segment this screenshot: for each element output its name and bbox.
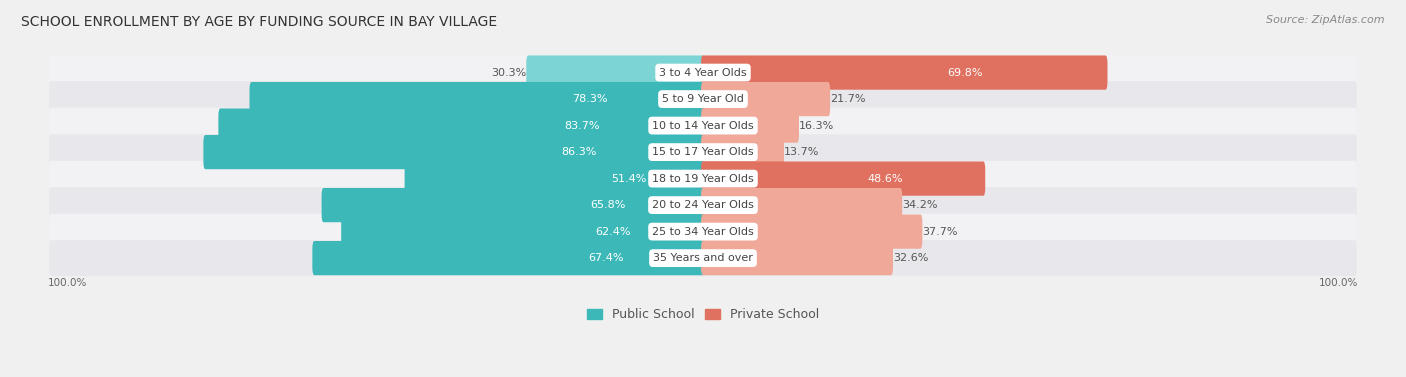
Text: 18 to 19 Year Olds: 18 to 19 Year Olds xyxy=(652,173,754,184)
Text: 65.8%: 65.8% xyxy=(591,200,626,210)
Text: 78.3%: 78.3% xyxy=(572,94,607,104)
Text: 100.0%: 100.0% xyxy=(1319,278,1358,288)
Text: 3 to 4 Year Olds: 3 to 4 Year Olds xyxy=(659,67,747,78)
Legend: Public School, Private School: Public School, Private School xyxy=(588,308,818,321)
Text: 10 to 14 Year Olds: 10 to 14 Year Olds xyxy=(652,121,754,130)
Text: 20 to 24 Year Olds: 20 to 24 Year Olds xyxy=(652,200,754,210)
FancyBboxPatch shape xyxy=(49,240,1357,276)
Text: 32.6%: 32.6% xyxy=(893,253,928,263)
Text: 21.7%: 21.7% xyxy=(830,94,866,104)
FancyBboxPatch shape xyxy=(702,82,830,116)
Text: 30.3%: 30.3% xyxy=(491,67,526,78)
Text: 69.8%: 69.8% xyxy=(946,67,983,78)
FancyBboxPatch shape xyxy=(49,108,1357,144)
FancyBboxPatch shape xyxy=(49,134,1357,170)
Text: 16.3%: 16.3% xyxy=(799,121,834,130)
FancyBboxPatch shape xyxy=(702,161,986,196)
FancyBboxPatch shape xyxy=(204,135,704,169)
Text: 25 to 34 Year Olds: 25 to 34 Year Olds xyxy=(652,227,754,237)
Text: 100.0%: 100.0% xyxy=(48,278,87,288)
FancyBboxPatch shape xyxy=(312,241,704,275)
Text: 86.3%: 86.3% xyxy=(561,147,596,157)
FancyBboxPatch shape xyxy=(49,161,1357,196)
Text: Source: ZipAtlas.com: Source: ZipAtlas.com xyxy=(1267,15,1385,25)
Text: 51.4%: 51.4% xyxy=(612,173,647,184)
Text: 48.6%: 48.6% xyxy=(868,173,903,184)
Text: 34.2%: 34.2% xyxy=(903,200,938,210)
FancyBboxPatch shape xyxy=(342,215,704,249)
FancyBboxPatch shape xyxy=(249,82,704,116)
Text: 62.4%: 62.4% xyxy=(595,227,631,237)
Text: 67.4%: 67.4% xyxy=(588,253,624,263)
Text: 13.7%: 13.7% xyxy=(785,147,820,157)
FancyBboxPatch shape xyxy=(702,188,903,222)
FancyBboxPatch shape xyxy=(702,241,893,275)
FancyBboxPatch shape xyxy=(218,109,704,143)
FancyBboxPatch shape xyxy=(322,188,704,222)
FancyBboxPatch shape xyxy=(49,55,1357,90)
FancyBboxPatch shape xyxy=(49,81,1357,117)
FancyBboxPatch shape xyxy=(702,215,922,249)
Text: 5 to 9 Year Old: 5 to 9 Year Old xyxy=(662,94,744,104)
Text: 83.7%: 83.7% xyxy=(565,121,600,130)
FancyBboxPatch shape xyxy=(702,55,1108,90)
FancyBboxPatch shape xyxy=(405,161,704,196)
Text: 15 to 17 Year Olds: 15 to 17 Year Olds xyxy=(652,147,754,157)
FancyBboxPatch shape xyxy=(526,55,704,90)
FancyBboxPatch shape xyxy=(702,109,799,143)
FancyBboxPatch shape xyxy=(49,187,1357,223)
Text: SCHOOL ENROLLMENT BY AGE BY FUNDING SOURCE IN BAY VILLAGE: SCHOOL ENROLLMENT BY AGE BY FUNDING SOUR… xyxy=(21,15,498,29)
Text: 37.7%: 37.7% xyxy=(922,227,957,237)
FancyBboxPatch shape xyxy=(49,214,1357,250)
FancyBboxPatch shape xyxy=(702,135,785,169)
Text: 35 Years and over: 35 Years and over xyxy=(652,253,754,263)
